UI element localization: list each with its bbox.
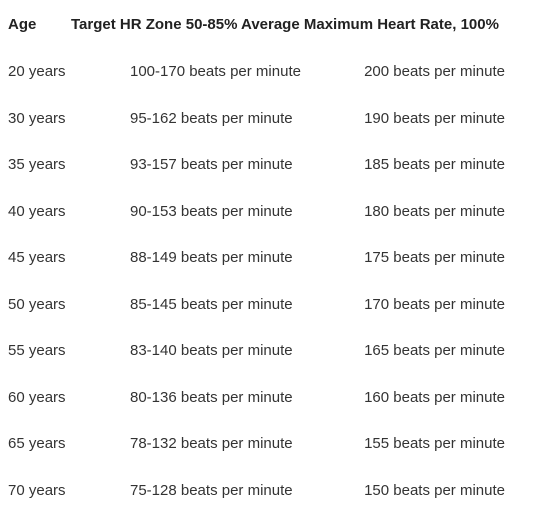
age-cell: 45 years <box>8 249 66 266</box>
max-heart-rate-cell: 155 beats per minute <box>364 435 505 452</box>
target-zone-cell: 93-157 beats per minute <box>130 156 293 173</box>
target-zone-cell: 100-170 beats per minute <box>130 63 301 80</box>
target-zone-cell: 78-132 beats per minute <box>130 435 293 452</box>
age-cell: 30 years <box>8 110 66 127</box>
max-heart-rate-cell: 200 beats per minute <box>364 63 505 80</box>
max-heart-rate-cell: 150 beats per minute <box>364 482 505 499</box>
age-cell: 50 years <box>8 296 66 313</box>
age-cell: 35 years <box>8 156 66 173</box>
target-zone-cell: 95-162 beats per minute <box>130 110 293 127</box>
age-cell: 65 years <box>8 435 66 452</box>
header-age: Age <box>8 16 37 33</box>
target-zone-cell: 83-140 beats per minute <box>130 342 293 359</box>
max-heart-rate-cell: 165 beats per minute <box>364 342 505 359</box>
table-row: 65 years 78-132 beats per minute 155 bea… <box>0 429 536 459</box>
target-zone-cell: 90-153 beats per minute <box>130 203 293 220</box>
header-target-zone-and-max: Target HR Zone 50-85% Average Maximum He… <box>71 16 499 33</box>
age-cell: 70 years <box>8 482 66 499</box>
age-cell: 60 years <box>8 389 66 406</box>
target-zone-cell: 80-136 beats per minute <box>130 389 293 406</box>
max-heart-rate-cell: 180 beats per minute <box>364 203 505 220</box>
table-row: 45 years 88-149 beats per minute 175 bea… <box>0 243 536 273</box>
target-zone-cell: 88-149 beats per minute <box>130 249 293 266</box>
table-row: 70 years 75-128 beats per minute 150 bea… <box>0 476 536 506</box>
max-heart-rate-cell: 185 beats per minute <box>364 156 505 173</box>
table-row: 50 years 85-145 beats per minute 170 bea… <box>0 290 536 320</box>
age-cell: 20 years <box>8 63 66 80</box>
max-heart-rate-cell: 170 beats per minute <box>364 296 505 313</box>
max-heart-rate-cell: 190 beats per minute <box>364 110 505 127</box>
table-row: 30 years 95-162 beats per minute 190 bea… <box>0 104 536 134</box>
table-row: 60 years 80-136 beats per minute 160 bea… <box>0 383 536 413</box>
target-zone-cell: 85-145 beats per minute <box>130 296 293 313</box>
table-row: 35 years 93-157 beats per minute 185 bea… <box>0 150 536 180</box>
table-row: 40 years 90-153 beats per minute 180 bea… <box>0 197 536 227</box>
age-cell: 55 years <box>8 342 66 359</box>
table-row: 55 years 83-140 beats per minute 165 bea… <box>0 336 536 366</box>
age-cell: 40 years <box>8 203 66 220</box>
target-zone-cell: 75-128 beats per minute <box>130 482 293 499</box>
max-heart-rate-cell: 175 beats per minute <box>364 249 505 266</box>
table-row: 20 years 100-170 beats per minute 200 be… <box>0 57 536 87</box>
max-heart-rate-cell: 160 beats per minute <box>364 389 505 406</box>
